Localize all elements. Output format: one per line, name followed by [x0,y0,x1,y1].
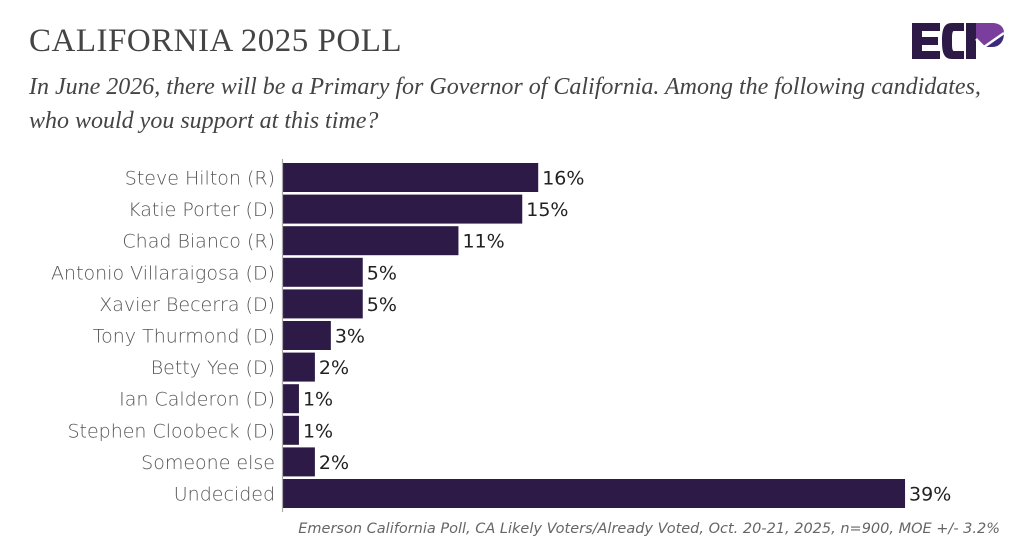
bar [283,289,363,319]
bar [283,479,906,508]
logo-letter-e [912,23,940,59]
bar [283,226,459,256]
data-label: 1% [303,420,333,442]
category-label: Steve Hilton (R) [125,168,275,190]
category-label: Xavier Becerra (D) [99,294,275,316]
bars-layer [283,163,906,508]
category-label: Betty Yee (D) [151,357,275,379]
data-label: 2% [319,452,349,474]
category-label: Antonio Villaraigosa (D) [51,262,275,284]
logo-letter-p-bowl-top [976,23,1004,47]
logo-checkmark [975,31,1005,49]
category-label: Tony Thurmond (D) [93,326,275,348]
logo-letter-c [942,23,964,59]
data-label: 5% [367,294,397,316]
data-label: 5% [367,262,397,284]
poll-question: In June 2026, there will be a Primary fo… [29,74,981,134]
bar [283,415,299,445]
ecp-logo [912,23,1005,59]
bar [283,352,315,382]
category-label: Chad Bianco (R) [122,231,275,253]
data-label: 39% [909,484,951,506]
data-label: 1% [303,389,333,411]
source-note: Emerson California Poll, CA Likely Voter… [298,521,1000,537]
category-label: Stephen Cloobeck (D) [67,420,275,442]
bar [283,384,299,414]
value-labels: 16%15%11%5%5%3%2%1%1%2%39% [303,168,951,506]
data-label: 15% [526,199,568,221]
category-label: Someone else [141,452,275,474]
category-labels: Steve Hilton (R) Katie Porter (D) Chad Bia… [51,168,275,506]
data-label: 3% [335,326,365,348]
bar [283,257,363,287]
bar [283,194,523,224]
bar [283,163,539,192]
category-label: Ian Calderon (D) [119,389,275,411]
data-label: 16% [542,168,584,190]
category-label: Katie Porter (D) [128,199,275,221]
logo-letter-p-stem [966,23,976,59]
bar [283,447,315,477]
chart-title: CALIFORNIA 2025 POLL [29,23,403,59]
bar [283,321,331,350]
data-label: 11% [462,231,504,253]
category-label: Undecided [174,484,275,506]
data-label: 2% [319,357,349,379]
